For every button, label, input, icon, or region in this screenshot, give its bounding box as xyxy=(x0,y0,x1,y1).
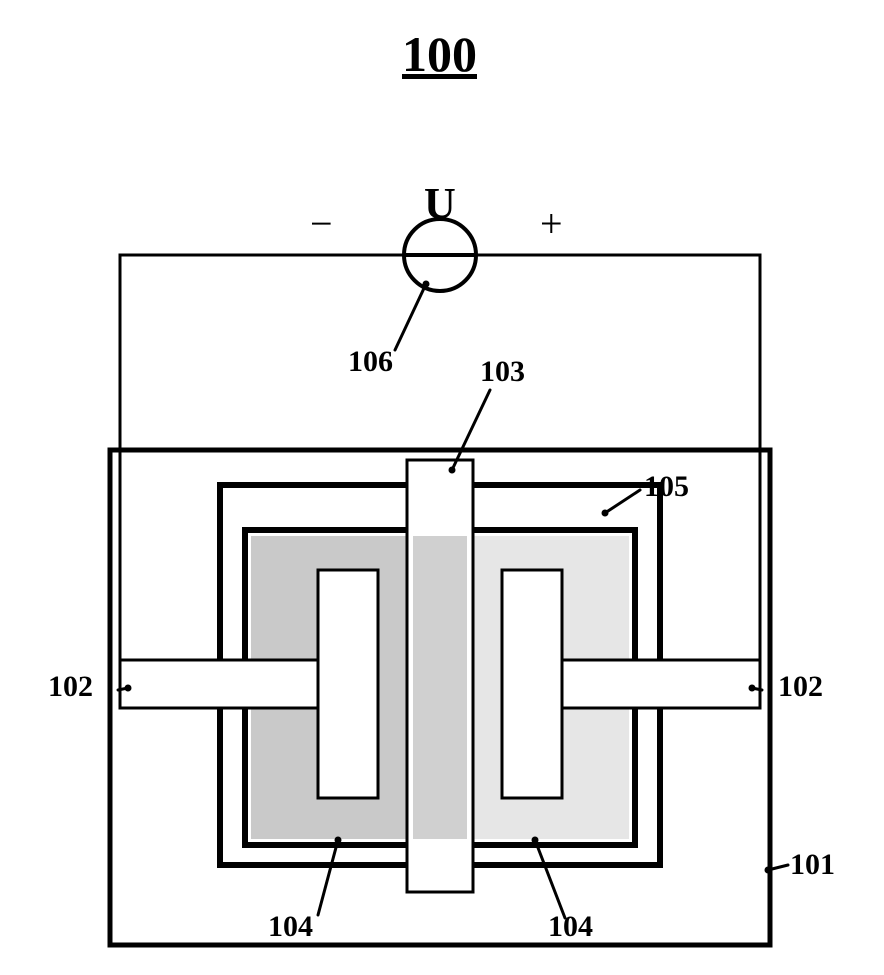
plus-sign: + xyxy=(540,200,563,247)
label-103: 103 xyxy=(480,355,525,389)
minus-sign: − xyxy=(310,200,333,247)
figure-number: 100 xyxy=(402,25,477,83)
label-102-right: 102 xyxy=(778,670,823,704)
label-101: 101 xyxy=(790,848,835,882)
schematic-svg xyxy=(0,0,884,975)
label-106: 106 xyxy=(348,345,393,379)
voltage-symbol: U xyxy=(424,178,456,229)
label-104-right: 104 xyxy=(548,910,593,944)
label-102-left: 102 xyxy=(48,670,93,704)
label-105: 105 xyxy=(644,470,689,504)
label-104-left: 104 xyxy=(268,910,313,944)
figure-container: 100 U − + 106 103 105 102 102 104 104 10… xyxy=(0,0,884,975)
